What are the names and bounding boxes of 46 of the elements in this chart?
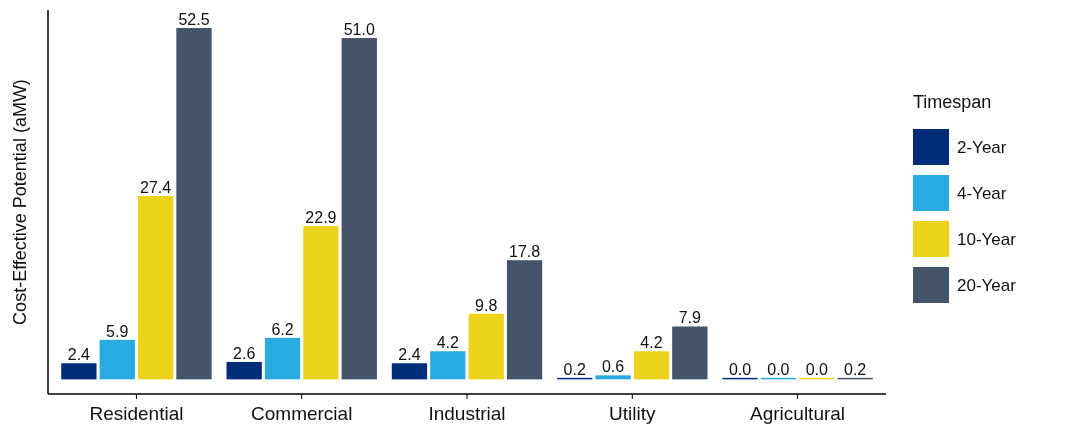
data-label: 52.5: [178, 11, 210, 28]
bar: [506, 260, 543, 380]
data-label: 51.0: [343, 21, 375, 39]
data-label: 0.0: [728, 360, 752, 378]
legend-label: 4-Year: [957, 184, 1007, 203]
x-tick-label: Agricultural: [750, 403, 846, 424]
bar: [61, 363, 97, 380]
bar: [176, 28, 212, 380]
data-label: 6.2: [271, 320, 294, 338]
legend-title: Timespan: [913, 92, 992, 112]
bar: [99, 339, 135, 380]
bar: [226, 361, 262, 380]
data-label: 9.8: [475, 296, 498, 314]
x-tick-label: Residential: [89, 403, 184, 424]
bar: [341, 38, 377, 380]
data-label: 27.4: [140, 178, 172, 196]
data-label: 4.2: [640, 334, 663, 352]
bar: [264, 337, 301, 380]
bar: [303, 226, 339, 380]
data-label: 0.2: [563, 360, 586, 378]
data-label: 0.0: [767, 360, 790, 378]
data-label: 22.9: [305, 209, 337, 227]
legend-label: 10-Year: [957, 230, 1017, 249]
data-label: 0.2: [844, 360, 867, 378]
data-label: 4.2: [436, 334, 460, 352]
data-label: 2.6: [233, 344, 256, 362]
data-label: 5.9: [106, 322, 129, 340]
bar: [633, 351, 670, 380]
data-label: 2.4: [67, 346, 91, 364]
bar: [468, 313, 504, 380]
bar: [391, 363, 428, 380]
legend-label: 2-Year: [957, 138, 1007, 157]
x-tick-label: Industrial: [428, 403, 506, 424]
x-tick-label: Utility: [609, 403, 656, 424]
x-tick-label: Commercial: [251, 403, 353, 424]
data-label: 0.6: [601, 358, 625, 376]
data-label: 17.8: [508, 243, 541, 261]
data-label: 2.4: [398, 346, 421, 364]
data-label: 0.0: [805, 360, 828, 378]
bar: [595, 375, 631, 380]
bar: [137, 195, 174, 380]
y-axis-title: Cost-Effective Potential (aMW): [10, 79, 30, 325]
legend-label: 20-Year: [957, 276, 1017, 295]
data-label: 7.9: [678, 309, 702, 327]
bar: [430, 351, 466, 380]
bar: [672, 326, 708, 380]
